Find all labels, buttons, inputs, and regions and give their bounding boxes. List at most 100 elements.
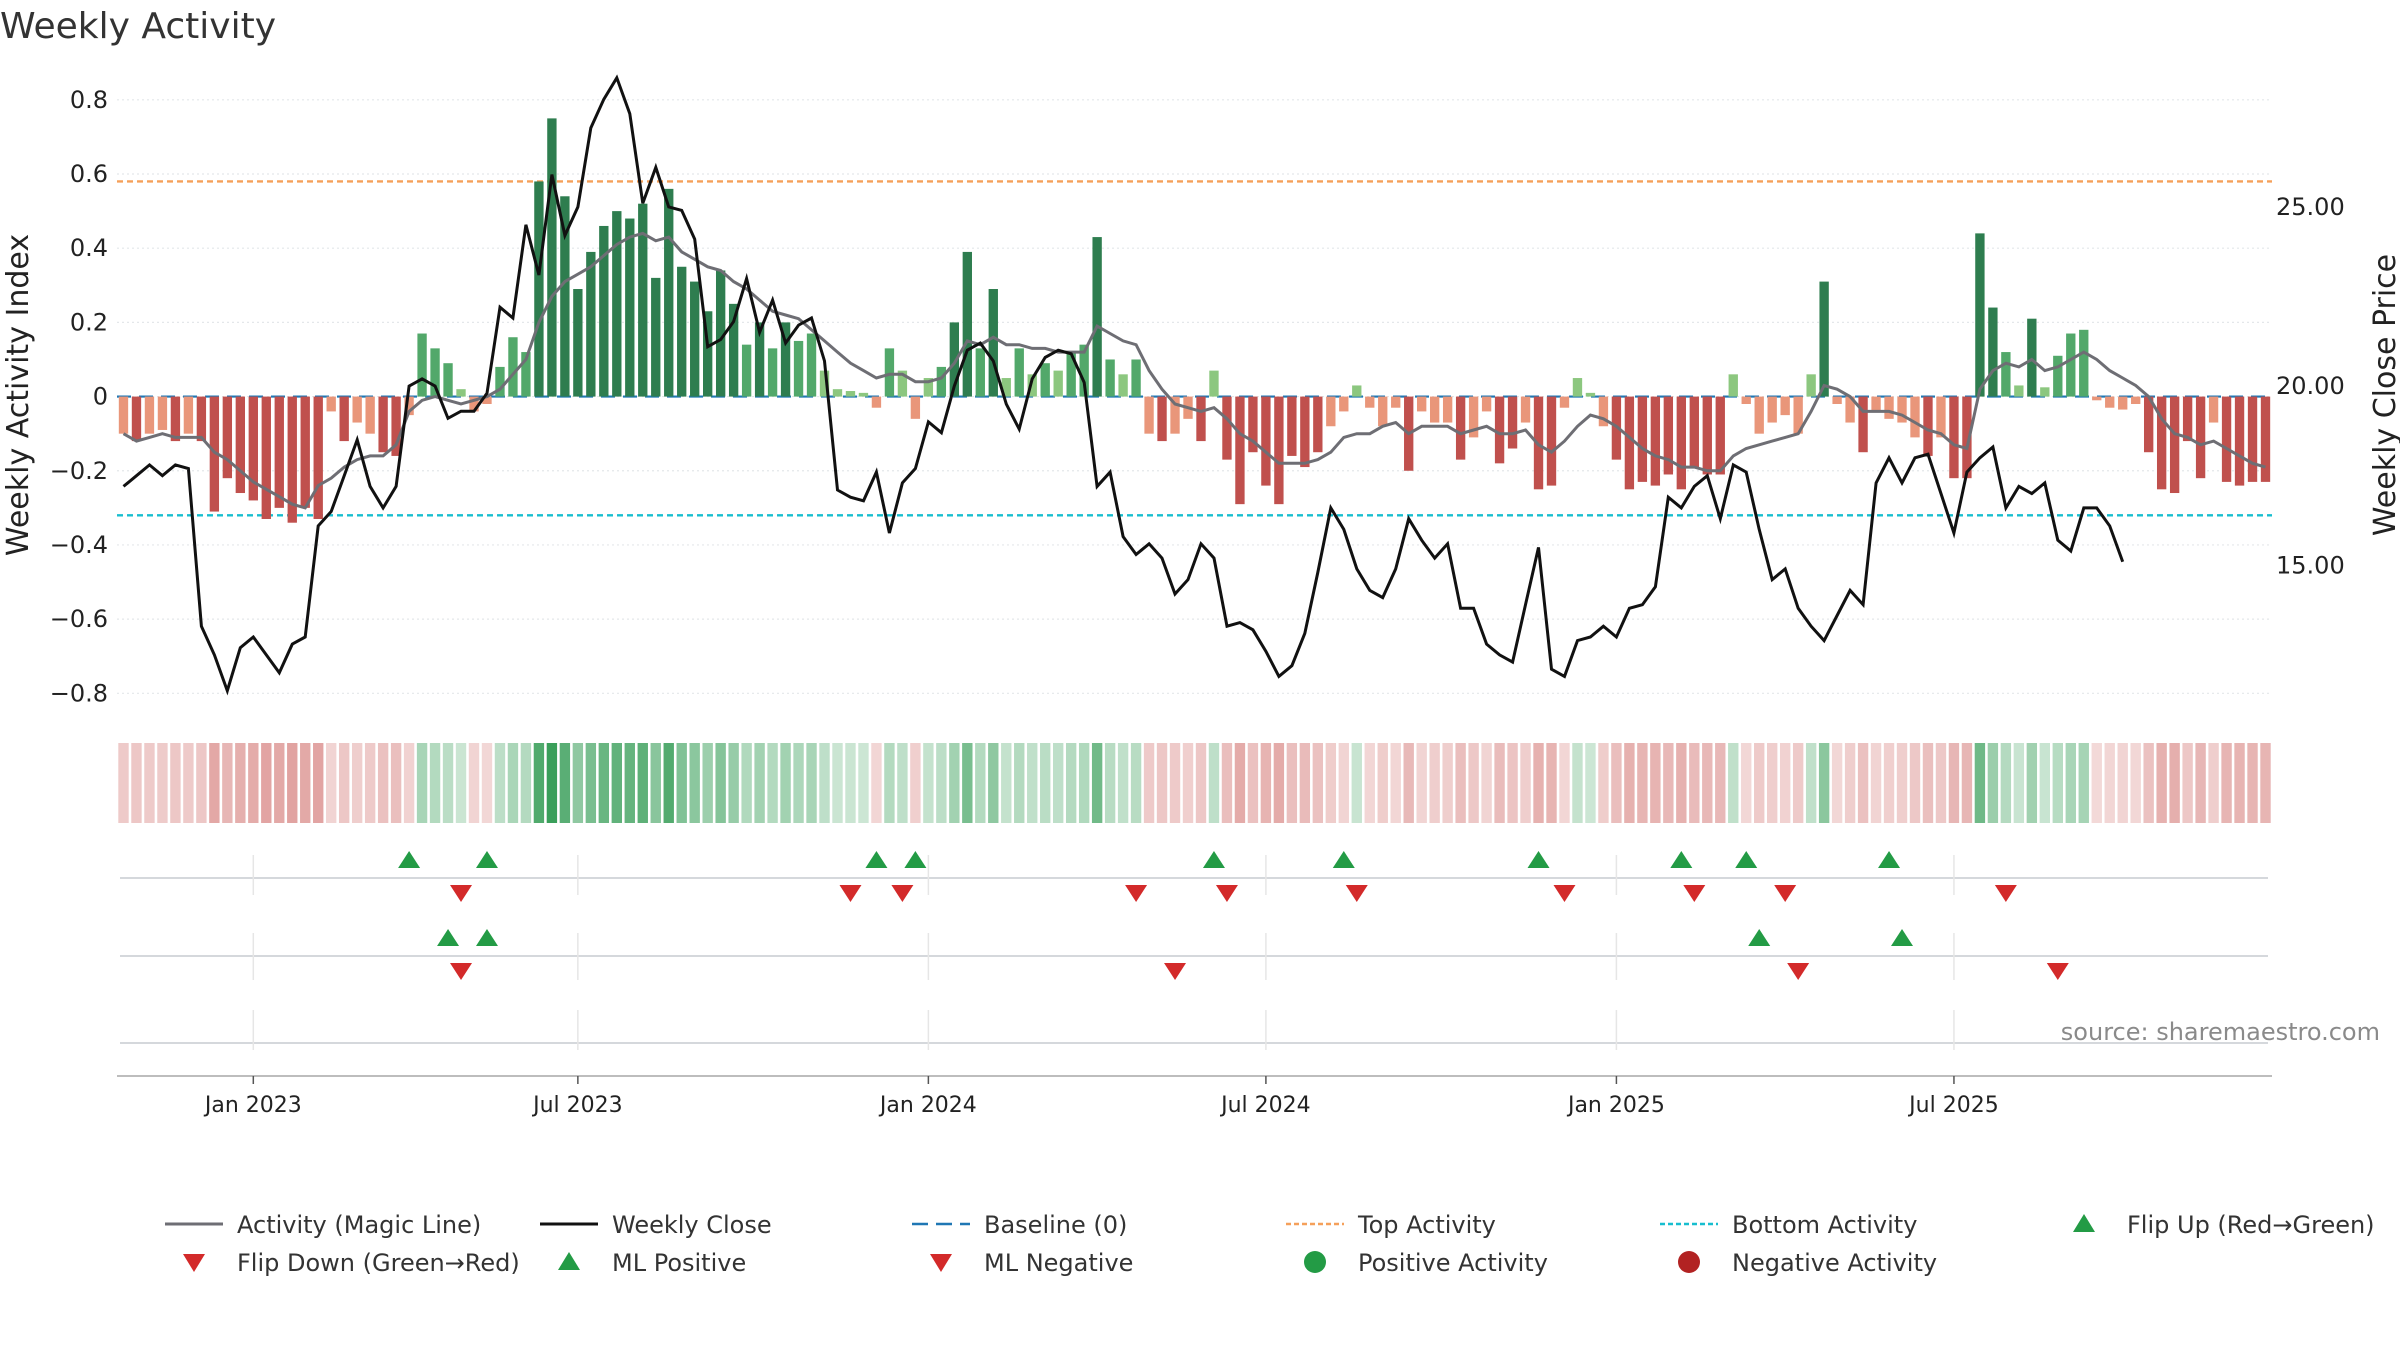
legend-item: Flip Up (Red→Green) bbox=[2073, 1211, 2375, 1239]
activity-bar bbox=[819, 370, 830, 397]
heat-cell bbox=[533, 743, 545, 823]
heat-cell bbox=[338, 743, 350, 823]
heat-cell bbox=[364, 743, 376, 823]
activity-bar bbox=[573, 289, 583, 397]
y-tick-label: 0.8 bbox=[70, 86, 108, 114]
legend-label: Flip Down (Green→Red) bbox=[237, 1249, 520, 1277]
y-axis-label: Weekly Activity Index bbox=[1, 234, 36, 556]
heat-cell bbox=[1468, 743, 1479, 823]
activity-bar bbox=[1118, 374, 1128, 397]
activity-bar bbox=[832, 389, 843, 397]
heat-cell bbox=[676, 743, 687, 823]
heat-cell bbox=[2052, 743, 2063, 823]
heat-cell bbox=[157, 743, 168, 823]
activity-bar bbox=[690, 281, 700, 397]
activity-bar bbox=[2092, 396, 2102, 401]
legend-label: Top Activity bbox=[1357, 1211, 1496, 1239]
flip-up-marker bbox=[398, 851, 421, 868]
activity-bar bbox=[2001, 352, 2011, 397]
activity-bar bbox=[378, 396, 388, 453]
heat-cell bbox=[559, 743, 571, 823]
heat-cell bbox=[1961, 743, 1973, 823]
heat-cell bbox=[1429, 743, 1440, 823]
heat-cell bbox=[1870, 743, 1882, 823]
activity-bar bbox=[1391, 396, 1401, 408]
activity-bar bbox=[1897, 396, 1907, 423]
activity-bar bbox=[2156, 396, 2167, 490]
heat-cell bbox=[793, 743, 804, 823]
y2-tick-label: 25.00 bbox=[2276, 193, 2345, 221]
activity-bar bbox=[664, 188, 674, 397]
activity-bar bbox=[858, 392, 869, 397]
activity-bar bbox=[1222, 396, 1232, 460]
heat-cell bbox=[2182, 743, 2193, 823]
heat-cell bbox=[1221, 743, 1233, 823]
heat-cell bbox=[2039, 743, 2051, 823]
x-tick-label: Jan 2023 bbox=[203, 1093, 302, 1118]
activity-bar bbox=[949, 322, 960, 397]
heat-cell bbox=[1844, 743, 1856, 823]
ml-positive-marker bbox=[1748, 929, 1771, 946]
y-tick-label: 0.2 bbox=[70, 308, 108, 336]
activity-bar bbox=[1598, 396, 1609, 427]
activity-bar bbox=[1962, 396, 1972, 479]
heat-cell bbox=[819, 743, 830, 823]
activity-bar bbox=[2143, 396, 2154, 453]
heat-cell bbox=[910, 743, 921, 823]
heat-cell bbox=[1715, 743, 1726, 823]
flip-down-marker bbox=[1215, 885, 1238, 902]
heat-cell bbox=[1624, 743, 1635, 823]
activity-bar bbox=[1559, 396, 1570, 408]
heat-cell bbox=[1533, 743, 1544, 823]
activity-bar bbox=[599, 225, 609, 397]
heat-cell bbox=[1689, 743, 1700, 823]
y-tick-label: −0.2 bbox=[50, 457, 108, 485]
heat-cell bbox=[689, 743, 700, 823]
flip-up-marker bbox=[1670, 851, 1693, 868]
heat-cell bbox=[1507, 743, 1518, 823]
legend-label: Baseline (0) bbox=[984, 1211, 1127, 1239]
activity-bar bbox=[508, 337, 518, 397]
heat-cell bbox=[1338, 743, 1349, 823]
legend-swatch-up bbox=[558, 1252, 580, 1270]
heat-cell bbox=[767, 743, 778, 823]
heat-cell bbox=[1014, 743, 1025, 823]
activity-bar bbox=[871, 396, 882, 408]
heat-cell bbox=[1169, 743, 1181, 823]
activity-bar bbox=[1507, 396, 1518, 449]
activity-bar bbox=[1741, 396, 1751, 404]
legend-item: Flip Down (Green→Red) bbox=[183, 1249, 520, 1277]
heat-cell bbox=[1325, 743, 1337, 823]
activity-bar bbox=[1676, 396, 1686, 490]
heat-cell bbox=[442, 743, 454, 823]
activity-bar bbox=[248, 396, 258, 501]
activity-bar bbox=[780, 322, 791, 397]
activity-bar bbox=[1261, 396, 1271, 486]
activity-bar bbox=[975, 348, 985, 397]
heat-cell bbox=[780, 743, 791, 823]
legend-item: Negative Activity bbox=[1678, 1249, 1937, 1277]
heat-cell bbox=[429, 743, 441, 823]
heat-cell bbox=[196, 743, 207, 823]
legend-swatch-up bbox=[2073, 1214, 2095, 1232]
heat-cell bbox=[1377, 743, 1388, 823]
activity-bar bbox=[1365, 396, 1375, 408]
heat-cell bbox=[144, 743, 155, 823]
activity-bar bbox=[183, 396, 194, 434]
heat-cell bbox=[131, 743, 142, 823]
legend-swatch-down bbox=[930, 1254, 952, 1272]
activity-bar bbox=[1871, 396, 1881, 412]
ml-positive-marker bbox=[1891, 929, 1914, 946]
activity-bar bbox=[1585, 392, 1596, 397]
flip-down-marker bbox=[1125, 885, 1148, 902]
heat-cell bbox=[1416, 743, 1427, 823]
legend-item: Top Activity bbox=[1286, 1211, 1496, 1239]
heat-cell bbox=[2221, 743, 2232, 823]
y2-axis-label: Weekly Close Price bbox=[2368, 254, 2400, 536]
activity-bar bbox=[1884, 396, 1894, 419]
heat-cell bbox=[1831, 743, 1843, 823]
heat-cell bbox=[1299, 743, 1311, 823]
heat-cell bbox=[2234, 743, 2245, 823]
ml-negative-marker bbox=[2046, 963, 2069, 980]
flip-up-marker bbox=[1735, 851, 1758, 868]
